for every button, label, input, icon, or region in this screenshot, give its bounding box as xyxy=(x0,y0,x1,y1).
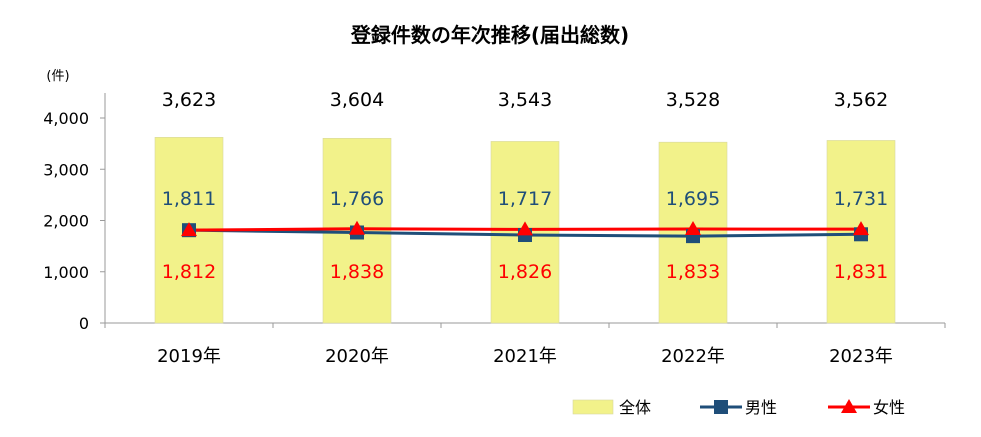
data-label-male: 1,695 xyxy=(666,188,720,210)
y-tick-label: 0 xyxy=(79,314,89,333)
data-label-female: 1,812 xyxy=(162,261,216,283)
x-tick-label: 2023年 xyxy=(829,346,893,367)
chart-title: 登録件数の年次推移(届出総数) xyxy=(350,23,629,47)
data-label-male: 1,811 xyxy=(162,188,216,210)
data-label-total: 3,528 xyxy=(666,89,720,111)
x-tick-label: 2022年 xyxy=(661,346,725,367)
y-tick-label: 2,000 xyxy=(43,212,89,231)
data-label-male: 1,766 xyxy=(330,188,384,210)
legend-marker-male xyxy=(714,400,728,414)
legend-marker-female xyxy=(841,399,857,413)
data-label-female: 1,838 xyxy=(330,261,384,283)
marker-female xyxy=(685,221,701,236)
y-tick-label: 1,000 xyxy=(43,263,89,282)
y-tick-label: 4,000 xyxy=(43,109,89,128)
legend-swatch-total xyxy=(572,399,614,415)
marker-female xyxy=(517,221,533,236)
data-label-female: 1,831 xyxy=(834,261,888,283)
marker-female xyxy=(853,221,869,236)
legend-label-total: 全体 xyxy=(619,398,651,417)
y-axis-unit-label: (件) xyxy=(46,69,69,84)
x-tick-label: 2021年 xyxy=(493,346,557,367)
data-label-total: 3,604 xyxy=(330,89,384,111)
data-label-total: 3,543 xyxy=(498,89,552,111)
marker-female xyxy=(181,222,197,237)
legend-label-male: 男性 xyxy=(745,398,777,417)
data-label-male: 1,717 xyxy=(498,188,552,210)
data-label-male: 1,731 xyxy=(834,188,888,210)
x-tick-label: 2020年 xyxy=(325,346,389,367)
data-label-female: 1,826 xyxy=(498,261,552,283)
x-tick-label: 2019年 xyxy=(157,346,221,367)
data-label-total: 3,562 xyxy=(834,89,888,111)
data-label-female: 1,833 xyxy=(666,261,720,283)
y-tick-label: 3,000 xyxy=(43,160,89,179)
marker-female xyxy=(349,220,365,235)
legend-label-female: 女性 xyxy=(873,398,905,417)
data-label-total: 3,623 xyxy=(162,89,216,111)
